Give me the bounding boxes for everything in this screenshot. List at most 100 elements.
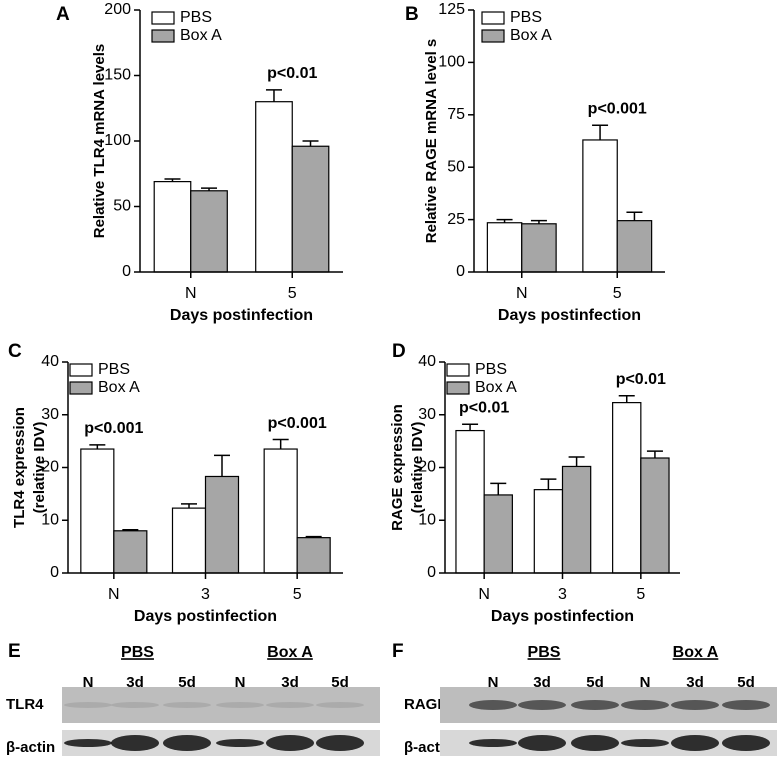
- lane-label: N: [640, 674, 651, 691]
- blot-band: [266, 702, 314, 708]
- lane-label: 3d: [686, 674, 704, 691]
- lane-label: 5d: [331, 674, 349, 691]
- y-axis-label: Relative RAGE mRNA level s: [423, 39, 440, 244]
- bar: [561, 465, 592, 574]
- blot-band: [722, 735, 770, 751]
- bar: [291, 145, 330, 273]
- lane-label: N: [83, 674, 94, 691]
- x-tick-label: 5: [288, 285, 297, 302]
- legend-label: PBS: [510, 9, 542, 26]
- legend-label: Box A: [98, 379, 140, 396]
- y-tick-label: 100: [438, 54, 465, 71]
- panel-label: B: [405, 4, 419, 25]
- y-axis-label: TLR4 expression: [11, 407, 28, 528]
- bar: [255, 101, 293, 273]
- y-tick-label: 40: [418, 353, 436, 370]
- y-tick-label: 0: [427, 564, 436, 581]
- annotation: p<0.001: [84, 420, 143, 437]
- y-tick-label: 125: [438, 1, 465, 18]
- blot-band: [111, 735, 159, 751]
- y-axis-label: Relative TLR4 mRNA levels: [91, 44, 108, 239]
- blot-band: [64, 702, 112, 708]
- blot-band: [621, 739, 669, 747]
- bar: [612, 402, 642, 574]
- y-tick-label: 100: [104, 132, 131, 149]
- lane-label: 3d: [281, 674, 299, 691]
- annotation: p<0.01: [267, 65, 317, 82]
- legend-swatch: [481, 11, 505, 25]
- y-tick-label: 50: [447, 158, 465, 175]
- panel-label: A: [56, 4, 70, 25]
- blot-band: [518, 735, 566, 751]
- group-label: Box A: [673, 644, 719, 661]
- panel-label: D: [392, 341, 406, 362]
- blot-band: [571, 735, 619, 751]
- blot-band: [469, 700, 517, 710]
- blot-band: [316, 735, 364, 751]
- y-tick-label: 40: [41, 353, 59, 370]
- panel-label: C: [8, 341, 22, 362]
- bar: [171, 507, 207, 574]
- lane-label: 3d: [533, 674, 551, 691]
- lane-label: 3d: [126, 674, 144, 691]
- x-tick-label: 5: [636, 586, 645, 603]
- bar: [153, 181, 192, 273]
- legend-swatch: [151, 29, 175, 43]
- legend-swatch: [69, 381, 93, 395]
- blot-band: [316, 702, 364, 708]
- bar: [483, 494, 513, 574]
- blot-band: [163, 702, 211, 708]
- legend-label: Box A: [180, 27, 222, 44]
- row-label: β-actin: [6, 739, 55, 756]
- legend-label: PBS: [475, 361, 507, 378]
- y-tick-label: 0: [122, 263, 131, 280]
- lane-label: 5d: [178, 674, 196, 691]
- legend-swatch: [151, 11, 175, 25]
- blot-band: [216, 739, 264, 747]
- annotation: p<0.001: [588, 100, 647, 117]
- y-tick-label: 75: [447, 106, 465, 123]
- x-tick-label: N: [108, 586, 120, 603]
- blot-band: [163, 735, 211, 751]
- bar: [190, 190, 228, 273]
- group-label: PBS: [528, 644, 561, 661]
- blot-band: [266, 735, 314, 751]
- legend-swatch: [446, 363, 470, 377]
- x-axis-label: Days postinfection: [491, 608, 634, 625]
- y-tick-label: 25: [447, 211, 465, 228]
- lane-label: 5d: [737, 674, 755, 691]
- x-tick-label: N: [516, 285, 528, 302]
- y-tick-label: 10: [41, 511, 59, 528]
- blot-band: [64, 739, 112, 747]
- x-tick-label: 3: [201, 586, 210, 603]
- bar: [455, 429, 485, 574]
- bar: [296, 537, 331, 574]
- legend-swatch: [69, 363, 93, 377]
- row-label: TLR4: [6, 696, 44, 713]
- y-tick-label: 200: [104, 1, 131, 18]
- annotation: p<0.001: [268, 415, 327, 432]
- blot-band: [571, 700, 619, 710]
- blot-band: [722, 700, 770, 710]
- panel-label: F: [392, 641, 404, 662]
- y-tick-label: 30: [41, 406, 59, 423]
- blot-band: [111, 702, 159, 708]
- bar: [616, 220, 653, 273]
- y-axis-label: (relative IDV): [31, 422, 48, 514]
- group-label: PBS: [121, 644, 154, 661]
- legend-label: Box A: [475, 379, 517, 396]
- y-tick-label: 0: [50, 564, 59, 581]
- bar: [204, 475, 240, 574]
- x-tick-label: N: [478, 586, 490, 603]
- x-axis-label: Days postinfection: [170, 307, 313, 324]
- legend-swatch: [446, 381, 470, 395]
- x-tick-label: 5: [293, 586, 302, 603]
- blot-band: [216, 702, 264, 708]
- bar: [521, 223, 557, 273]
- x-axis-label: Days postinfection: [498, 307, 641, 324]
- bar: [640, 457, 670, 574]
- x-tick-label: 5: [613, 285, 622, 302]
- legend-swatch: [481, 29, 505, 43]
- group-label: Box A: [267, 644, 313, 661]
- y-tick-label: 10: [418, 511, 436, 528]
